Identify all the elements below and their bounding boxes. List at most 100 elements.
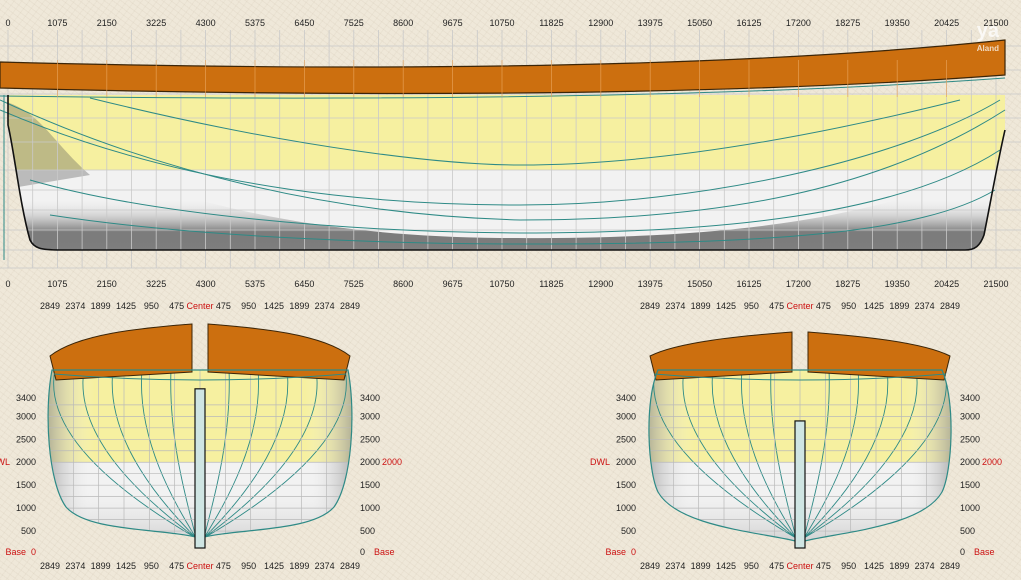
body-plan-aft-base-label: Base xyxy=(5,547,26,557)
body-plan-aft-dwl-value-left: 2000 xyxy=(16,457,36,467)
body-plan-aft-breadth-bottom-label: 950 xyxy=(241,561,256,571)
profile-scale-top-label: 15050 xyxy=(687,18,712,28)
body-plan-fwd-breadth-bottom-label: 1425 xyxy=(716,561,736,571)
profile-scale-top-label: 9675 xyxy=(443,18,463,28)
body-plan-fwd-base-label: Base xyxy=(605,547,626,557)
profile-scale-bottom-label: 0 xyxy=(5,279,10,289)
body-plan-aft-breadth-top-label: 2374 xyxy=(65,301,85,311)
body-plan-fwd-breadth-top-label: 1425 xyxy=(864,301,884,311)
body-plan-aft-breadth-bottom-label: 1425 xyxy=(116,561,136,571)
profile-scale-bottom-label: 13975 xyxy=(638,279,663,289)
body-plan-aft-sheer-right xyxy=(207,323,351,381)
profile-scale-bottom-label: 4300 xyxy=(196,279,216,289)
profile-scale-bottom-label: 7525 xyxy=(344,279,364,289)
body-plan-fwd-deck-line xyxy=(653,373,947,381)
yacht-logo-watermark: ya Aland xyxy=(976,20,999,53)
body-plan-aft-height-left-label: 2500 xyxy=(16,434,36,444)
body-plan-aft-breadth-top-label: 1425 xyxy=(116,301,136,311)
body-plan-aft-height-left-label: 3000 xyxy=(16,411,36,421)
body-plan-aft-dwl-value-right: 2000 xyxy=(360,457,380,467)
profile-buttock-lines xyxy=(0,77,1006,245)
body-plan-fwd-breadth-top-label: 950 xyxy=(744,301,759,311)
body-plan-fwd-breadth-top-label: 950 xyxy=(841,301,856,311)
body-plan-aft-breadth-top-label: 2849 xyxy=(40,301,60,311)
profile-scale-top-label: 13975 xyxy=(638,18,663,28)
body-plan-aft-height-right-label: 2500 xyxy=(360,434,380,444)
profile-scale-top-label: 5375 xyxy=(245,18,265,28)
body-plan-fwd-base-value-right: 0 xyxy=(960,547,965,557)
body-plan-aft-breadth-bottom-label: 2374 xyxy=(65,561,85,571)
body-plan-aft-breadth-bottom-label: 1899 xyxy=(91,561,111,571)
body-plan-fwd-height-left-label: 1000 xyxy=(616,503,636,513)
body-plan-aft-breadth-top-label: 2374 xyxy=(315,301,335,311)
body-plan-fwd-breadth-top-label: 1899 xyxy=(691,301,711,311)
profile-scale-top-label: 16125 xyxy=(736,18,761,28)
body-plan-fwd-breadth-bottom-label: 1899 xyxy=(691,561,711,571)
body-plan-aft-breadth-bottom-label: 950 xyxy=(144,561,159,571)
body-plan-aft-center-label: Center xyxy=(186,301,213,311)
body-plan-aft-breadth-top-label: 475 xyxy=(216,301,231,311)
body-plan-aft-breadth-top-label: 950 xyxy=(144,301,159,311)
body-plan-aft-breadth-bottom-label: 2374 xyxy=(315,561,335,571)
body-plan-fwd-breadth-bottom-label: 2849 xyxy=(940,561,960,571)
body-plan-fwd-breadth-top-label: 1899 xyxy=(889,301,909,311)
profile-sheer-strake xyxy=(0,39,1006,95)
profile-scale-top-label: 0 xyxy=(5,18,10,28)
body-plan-aft-breadth-bottom-label: 475 xyxy=(216,561,231,571)
body-plan-fwd-height-left-label: 1500 xyxy=(616,480,636,490)
body-plan-fwd-breadth-bottom-label: 475 xyxy=(816,561,831,571)
body-plan-aft-height-left-label: 500 xyxy=(21,526,36,536)
profile-hull-outline xyxy=(7,95,1006,251)
body-plan-aft-breadth-bottom-label: 475 xyxy=(169,561,184,571)
body-plan-aft-breadth-top-label: 1425 xyxy=(264,301,284,311)
body-plan-aft-height-right-label: 3400 xyxy=(360,393,380,403)
profile-scale-bottom-label: 2150 xyxy=(97,279,117,289)
body-plan-fwd-height-right-label: 1500 xyxy=(960,480,980,490)
body-plan-fwd-base-label-right: Base xyxy=(974,547,995,557)
body-plan-fwd-breadth-bottom-label: 950 xyxy=(744,561,759,571)
body-plan-fwd-breadth-bottom-label: 2374 xyxy=(665,561,685,571)
profile-scale-bottom-label: 18275 xyxy=(835,279,860,289)
body-plan-aft-base-value-right: 0 xyxy=(360,547,365,557)
profile-scale-top-label: 8600 xyxy=(393,18,413,28)
body-plan-fwd-height-right-label: 3000 xyxy=(960,411,980,421)
profile-scale-bottom-label: 20425 xyxy=(934,279,959,289)
profile-scale-bottom-label: 17200 xyxy=(786,279,811,289)
body-plan-fwd-sheer-left xyxy=(649,331,793,381)
body-plan-fwd-base-value-left: 0 xyxy=(631,547,636,557)
body-plan-aft-keel xyxy=(194,388,206,549)
body-plan-fwd-height-left-label: 500 xyxy=(621,526,636,536)
profile-scale-top-label: 20425 xyxy=(934,18,959,28)
body-plan-fwd-dwl-value-red: 2000 xyxy=(982,457,1002,467)
profile-scale-top-label: 21500 xyxy=(983,18,1008,28)
profile-scale-top-label: 12900 xyxy=(588,18,613,28)
profile-bow-shade xyxy=(8,100,90,190)
body-plan-aft-breadth-bottom-label: 1425 xyxy=(264,561,284,571)
profile-scale-bottom-label: 21500 xyxy=(983,279,1008,289)
body-plan-aft-station-lines xyxy=(53,370,347,538)
body-plan-aft-height-left-label: 3400 xyxy=(16,393,36,403)
body-plan-aft-height-left-label: 1000 xyxy=(16,503,36,513)
profile-scale-bottom-label: 6450 xyxy=(294,279,314,289)
body-plan-fwd: 2849 2849 2849 2849 2374 2374 2374 2374 1899 1899… xyxy=(590,301,1002,571)
body-plan-fwd-breadth-top-label: 475 xyxy=(816,301,831,311)
body-plan-fwd-breadth-bottom-label: 1425 xyxy=(864,561,884,571)
body-plan-fwd-breadth-bottom-label: 2849 xyxy=(640,561,660,571)
body-plan-fwd-height-right-label: 500 xyxy=(960,526,975,536)
profile-scale-top-label: 3225 xyxy=(146,18,166,28)
body-plan-fwd-breadth-top-label: 1425 xyxy=(716,301,736,311)
body-plan-aft-breadth-bottom-label: 1899 xyxy=(289,561,309,571)
body-plan-fwd-breadth-bottom-label: 2374 xyxy=(915,561,935,571)
body-plan-fwd-breadth-top-label: 2849 xyxy=(640,301,660,311)
body-plan-fwd-breadth-top-label: 2849 xyxy=(940,301,960,311)
body-plan-aft-breadth-top-label: 950 xyxy=(241,301,256,311)
body-plan-fwd-dwl-value-right: 2000 xyxy=(960,457,980,467)
profile-scale-top-label: 6450 xyxy=(294,18,314,28)
profile-scale-bottom-label: 15050 xyxy=(687,279,712,289)
profile-scale-bottom-label: 16125 xyxy=(736,279,761,289)
body-plan-aft-breadth-top-label: 1899 xyxy=(91,301,111,311)
profile-scale-bottom-label: 9675 xyxy=(443,279,463,289)
profile-scale-top-label: 4300 xyxy=(196,18,216,28)
profile-scale-bottom-label: 10750 xyxy=(489,279,514,289)
profile-scale-top-label: 1075 xyxy=(47,18,67,28)
